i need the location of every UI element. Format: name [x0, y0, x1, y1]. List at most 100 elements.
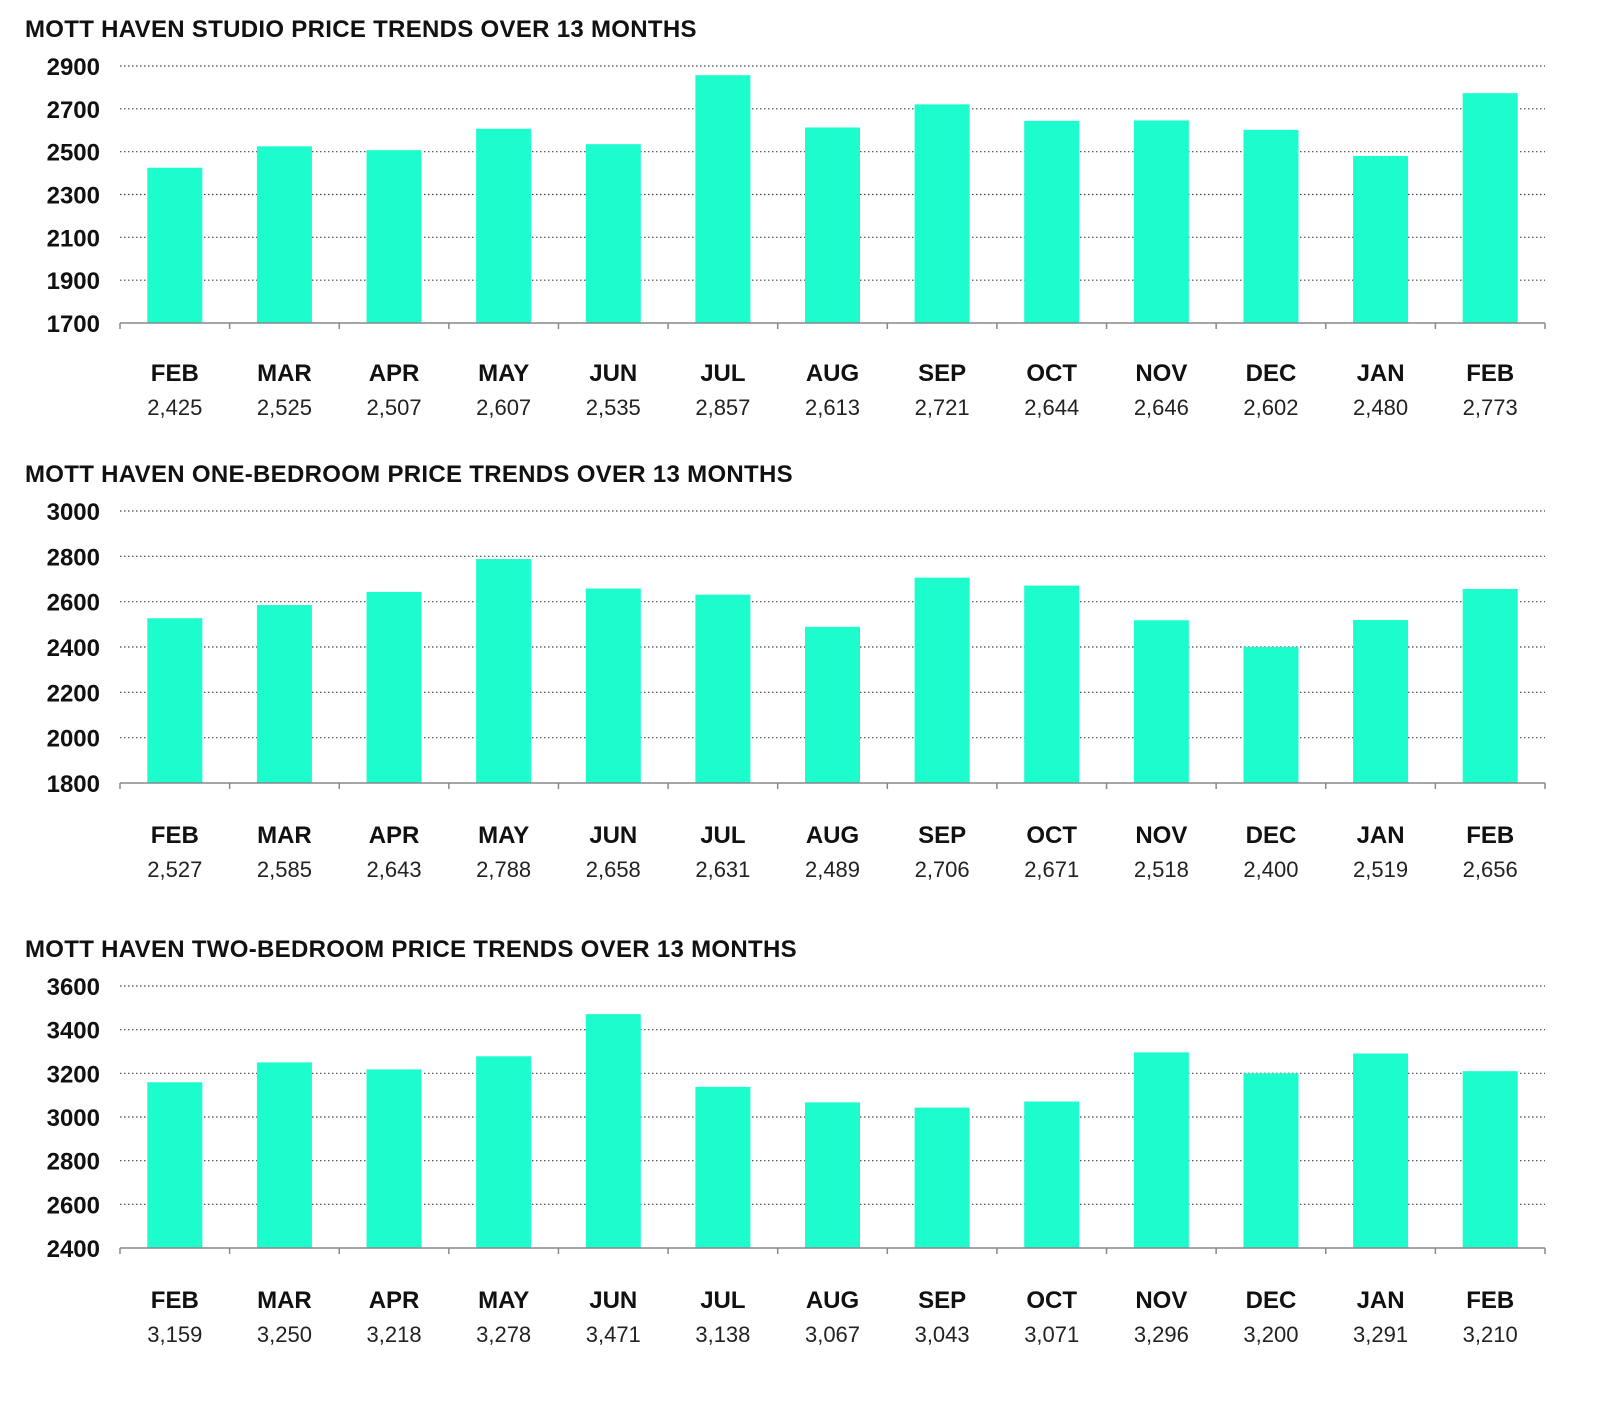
value-label: 2,773 [1463, 395, 1518, 420]
x-category-label: JAN [1357, 360, 1405, 387]
x-category-label: APR [369, 822, 420, 849]
y-tick-label: 1700 [47, 311, 100, 338]
bar-jan-11 [1353, 155, 1409, 323]
x-category-label: FEB [1466, 1287, 1514, 1314]
y-tick-label: 2400 [47, 1236, 100, 1263]
bar-mar-1 [256, 146, 312, 323]
value-label: 3,159 [147, 1322, 202, 1347]
value-label: 2,607 [476, 395, 531, 420]
x-category-label: FEB [1466, 360, 1514, 387]
value-label: 2,644 [1024, 395, 1079, 420]
x-category-label: FEB [151, 360, 199, 387]
y-tick-label: 2500 [47, 140, 100, 167]
chart-title: MOTT HAVEN ONE-BEDROOM PRICE TRENDS OVER… [25, 461, 793, 488]
value-label: 3,291 [1353, 1322, 1408, 1347]
value-label: 2,613 [805, 395, 860, 420]
value-label: 2,585 [257, 857, 312, 882]
y-tick-label: 2800 [47, 544, 100, 571]
bar-aug-6 [805, 626, 860, 783]
value-label: 2,518 [1134, 857, 1189, 882]
bar-jun-4 [585, 1014, 641, 1248]
value-label: 2,643 [367, 857, 422, 882]
x-category-label: NOV [1135, 822, 1187, 849]
bar-apr-2 [366, 1069, 422, 1248]
value-label: 2,535 [586, 395, 641, 420]
bar-may-3 [476, 1056, 532, 1248]
bar-jun-4 [585, 588, 641, 783]
value-label: 3,250 [257, 1322, 312, 1347]
x-category-label: JUL [700, 360, 745, 387]
studio-chart: MOTT HAVEN STUDIO PRICE TRENDS OVER 13 M… [0, 16, 1600, 436]
x-category-label: FEB [1466, 822, 1514, 849]
bar-apr-2 [366, 150, 422, 323]
value-label: 3,278 [476, 1322, 531, 1347]
value-label: 2,656 [1463, 857, 1518, 882]
y-tick-label: 1800 [47, 771, 100, 798]
y-tick-label: 2300 [47, 183, 100, 210]
value-label: 3,296 [1134, 1322, 1189, 1347]
y-tick-label: 2800 [47, 1149, 100, 1176]
bar-jan-11 [1353, 1053, 1409, 1248]
x-category-label: APR [369, 1287, 420, 1314]
value-label: 3,200 [1243, 1322, 1298, 1347]
bar-jan-11 [1353, 620, 1409, 783]
chart-title: MOTT HAVEN STUDIO PRICE TRENDS OVER 13 M… [25, 16, 697, 43]
x-category-label: SEP [918, 822, 966, 849]
value-label: 2,525 [257, 395, 312, 420]
bar-feb-12 [1462, 93, 1518, 324]
bar-oct-8 [1024, 120, 1080, 324]
bar-jul-5 [695, 594, 751, 783]
value-label: 2,400 [1243, 857, 1298, 882]
bar-sep-7 [914, 1107, 970, 1248]
y-tick-label: 1900 [47, 268, 100, 295]
value-label: 2,527 [147, 857, 202, 882]
x-category-label: MAY [478, 1287, 529, 1314]
x-category-label: MAR [257, 822, 312, 849]
x-category-label: JUL [700, 822, 745, 849]
chart-title: MOTT HAVEN TWO-BEDROOM PRICE TRENDS OVER… [25, 936, 797, 963]
x-category-label: JUN [589, 822, 637, 849]
value-label: 2,646 [1134, 395, 1189, 420]
value-label: 2,507 [367, 395, 422, 420]
bar-dec-10 [1243, 647, 1299, 783]
bar-apr-2 [366, 591, 422, 783]
x-category-label: OCT [1026, 360, 1077, 387]
bar-sep-7 [914, 577, 970, 783]
bar-oct-8 [1024, 585, 1080, 783]
y-tick-label: 2900 [47, 54, 100, 81]
x-category-label: AUG [806, 1287, 859, 1314]
bar-mar-1 [256, 1062, 312, 1248]
bar-dec-10 [1243, 129, 1299, 323]
bar-nov-9 [1133, 120, 1189, 323]
x-category-label: MAY [478, 360, 529, 387]
x-category-label: JUN [589, 1287, 637, 1314]
value-label: 3,218 [367, 1322, 422, 1347]
y-tick-label: 2600 [47, 590, 100, 617]
x-category-label: DEC [1246, 1287, 1297, 1314]
value-label: 2,721 [915, 395, 970, 420]
two-bedroom-chart: MOTT HAVEN TWO-BEDROOM PRICE TRENDS OVER… [0, 936, 1600, 1376]
bar-sep-7 [914, 104, 970, 323]
bar-jul-5 [695, 1086, 751, 1248]
value-label: 3,138 [695, 1322, 750, 1347]
bar-aug-6 [805, 127, 860, 323]
x-category-label: NOV [1135, 1287, 1187, 1314]
bar-jul-5 [695, 75, 751, 323]
x-category-label: MAY [478, 822, 529, 849]
value-label: 2,489 [805, 857, 860, 882]
x-category-label: AUG [806, 360, 859, 387]
value-label: 2,706 [915, 857, 970, 882]
y-tick-label: 3000 [47, 1105, 100, 1132]
y-tick-label: 3000 [47, 499, 100, 526]
x-category-label: MAR [257, 1287, 312, 1314]
two-bedroom-chart-svg: 2400 2600 2800 3000 3200 3400 3600 FEB 3,159 MAR 3… [47, 974, 1546, 1347]
value-label: 2,788 [476, 857, 531, 882]
value-label: 2,519 [1353, 857, 1408, 882]
bar-dec-10 [1243, 1073, 1299, 1248]
x-category-label: SEP [918, 1287, 966, 1314]
x-category-label: MAR [257, 360, 312, 387]
x-category-label: JAN [1357, 822, 1405, 849]
y-tick-label: 2700 [47, 97, 100, 124]
bar-feb-12 [1462, 1071, 1518, 1248]
x-category-label: OCT [1026, 822, 1077, 849]
